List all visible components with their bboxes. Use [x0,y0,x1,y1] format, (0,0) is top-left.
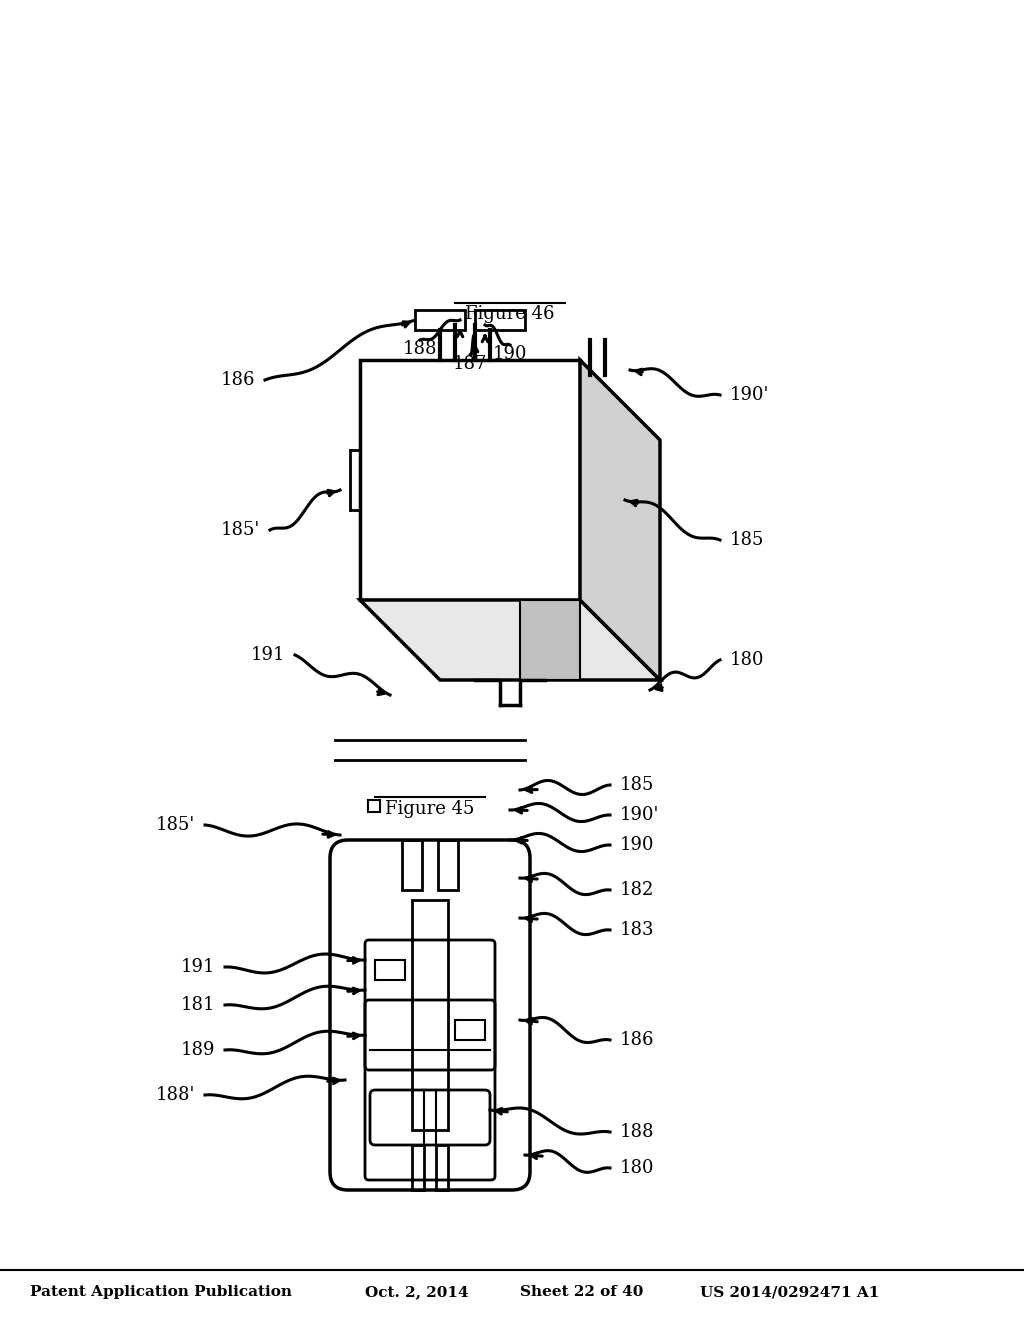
Text: 181: 181 [180,997,215,1014]
Text: 185: 185 [730,531,764,549]
Text: 185: 185 [620,776,654,795]
Polygon shape [580,360,660,680]
Text: 180: 180 [730,651,765,669]
Polygon shape [520,601,580,680]
Bar [375,960,406,979]
Text: 187: 187 [453,355,487,374]
Text: 182: 182 [620,880,654,899]
Bar [475,310,525,330]
Text: 188: 188 [620,1123,654,1140]
Text: 190: 190 [620,836,654,854]
Bar [412,900,449,1130]
Text: 185': 185' [221,521,260,539]
Text: 190': 190' [620,807,659,824]
Polygon shape [360,360,580,601]
Text: 191: 191 [251,645,285,664]
Bar [412,1144,424,1191]
Text: US 2014/0292471 A1: US 2014/0292471 A1 [700,1284,880,1299]
Text: 190': 190' [730,385,769,404]
Text: Figure 46: Figure 46 [465,305,555,323]
Text: 190: 190 [493,345,527,363]
Bar [402,840,422,890]
Text: 188': 188' [156,1086,195,1104]
Bar [438,840,458,890]
Bar [455,1020,485,1040]
Text: 186: 186 [220,371,255,389]
Polygon shape [360,601,660,680]
Text: 189: 189 [180,1041,215,1059]
Text: Oct. 2, 2014: Oct. 2, 2014 [365,1284,469,1299]
Text: Patent Application Publication: Patent Application Publication [30,1284,292,1299]
Text: 191: 191 [180,958,215,975]
Bar [415,310,465,330]
Bar [368,800,380,812]
Bar [436,1144,449,1191]
Text: 180: 180 [620,1159,654,1177]
Text: 185': 185' [156,816,195,834]
Text: 188: 188 [402,341,437,358]
Text: 186: 186 [620,1031,654,1049]
Text: Sheet 22 of 40: Sheet 22 of 40 [520,1284,643,1299]
Text: Figure 45: Figure 45 [385,800,475,818]
Text: 183: 183 [620,921,654,939]
